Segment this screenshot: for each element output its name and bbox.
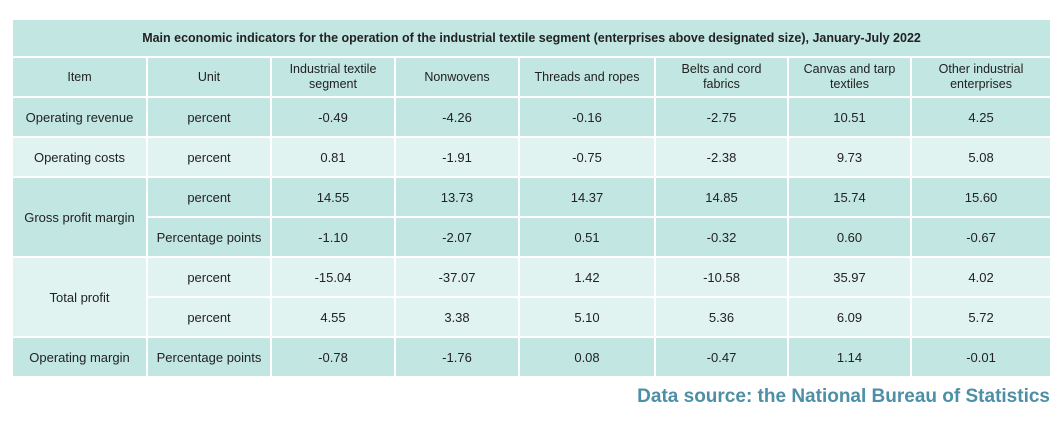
value-cell: 4.25 (909, 96, 1053, 138)
value-cell: 0.51 (518, 216, 656, 258)
table-row: Total profit percent -15.04 -37.07 1.42 -10.5… (11, 256, 1053, 338)
row-item-label: Operating costs (11, 136, 148, 178)
value-cell: 5.08 (909, 136, 1053, 178)
table-header-row: Item Unit Industrial textile segment Non… (11, 56, 1053, 98)
value-cell: -2.38 (654, 136, 789, 178)
row-item-label: Total profit (11, 256, 148, 338)
value-cell: 6.09 (787, 296, 912, 338)
value-cell: 5.36 (654, 296, 789, 338)
row-item-label: Operating revenue (11, 96, 148, 138)
table-row: Operating revenue percent -0.49 -4.26 -0.16-… (11, 96, 1053, 138)
table-row: Gross profit margin percent 14.55 13.73 14.3… (11, 176, 1053, 258)
value-cell: 1.14 (787, 336, 912, 378)
value-cell: -0.47 (654, 336, 789, 378)
value-cell: 14.37 (518, 176, 656, 218)
column-header-canvas-and-tarp-textiles: Canvas and tarp textiles (787, 56, 912, 98)
table-row: Operating margin Percentage points -0.78 -1… (11, 336, 1053, 378)
column-header-other-industrial-enterprises: Other industrial enterprises (909, 56, 1053, 98)
row-unit-label: percent (146, 256, 272, 298)
row-unit-label: Percentage points (146, 336, 272, 378)
value-cell: 14.55 (270, 176, 396, 218)
value-cell: -4.26 (394, 96, 520, 138)
value-cell: -0.75 (518, 136, 656, 178)
value-cell: -15.04 (270, 256, 396, 298)
value-cell: -2.07 (394, 216, 520, 258)
value-cell: 0.08 (518, 336, 656, 378)
value-cell: 5.10 (518, 296, 656, 338)
value-cell: -0.49 (270, 96, 396, 138)
value-cell: 3.38 (394, 296, 520, 338)
value-cell: 4.02 (909, 256, 1053, 298)
column-header-belts-and-cord-fabrics: Belts and cord fabrics (654, 56, 789, 98)
indicator-table-container: Main economic indicators for the operati… (10, 18, 1053, 378)
value-cell: -1.91 (394, 136, 520, 178)
row-unit-label: percent (146, 296, 272, 338)
value-cell: -2.75 (654, 96, 789, 138)
table-row: percent 4.55 3.38 5.10 5.36 6.09 5.72 (12, 296, 1053, 338)
row-item-label: Operating margin (11, 336, 148, 378)
value-cell: -37.07 (394, 256, 520, 298)
table-title: Main economic indicators for the operati… (10, 18, 1053, 58)
row-unit-label: percent (146, 136, 272, 178)
indicator-table: Main economic indicators for the operati… (10, 18, 1053, 378)
value-cell: 4.55 (270, 296, 396, 338)
value-cell: -0.01 (909, 336, 1053, 378)
value-cell: -10.58 (654, 256, 789, 298)
column-header-industrial-textile-segment: Industrial textile segment (270, 56, 396, 98)
value-cell: 35.97 (787, 256, 912, 298)
value-cell: -0.67 (909, 216, 1053, 258)
value-cell: 10.51 (787, 96, 912, 138)
value-cell: -1.10 (270, 216, 396, 258)
row-item-label: Gross profit margin (11, 176, 148, 258)
value-cell: 15.74 (787, 176, 912, 218)
value-cell: 15.60 (909, 176, 1053, 218)
table-row: Operating costs percent 0.81 -1.91 -0.75 -2.3… (11, 136, 1053, 178)
table-row: Percentage points -1.10 -2.07 0.51 -0.32 0.60… (12, 216, 1053, 258)
column-header-item: Item (11, 56, 148, 98)
value-cell: -0.78 (270, 336, 396, 378)
value-cell: 0.60 (787, 216, 912, 258)
row-unit-label: percent (146, 176, 272, 218)
value-cell: 5.72 (909, 296, 1053, 338)
row-unit-label: Percentage points (146, 216, 272, 258)
column-header-unit: Unit (146, 56, 272, 98)
column-header-nonwovens: Nonwovens (394, 56, 520, 98)
row-unit-label: percent (146, 96, 272, 138)
value-cell: 1.42 (518, 256, 656, 298)
value-cell: 9.73 (787, 136, 912, 178)
value-cell: -1.76 (394, 336, 520, 378)
value-cell: 0.81 (270, 136, 396, 178)
data-source-note: Data source: the National Bureau of Stat… (637, 386, 1050, 407)
value-cell: -0.16 (518, 96, 656, 138)
column-header-threads-and-ropes: Threads and ropes (518, 56, 656, 98)
value-cell: 14.85 (654, 176, 789, 218)
value-cell: -0.32 (654, 216, 789, 258)
value-cell: 13.73 (394, 176, 520, 218)
